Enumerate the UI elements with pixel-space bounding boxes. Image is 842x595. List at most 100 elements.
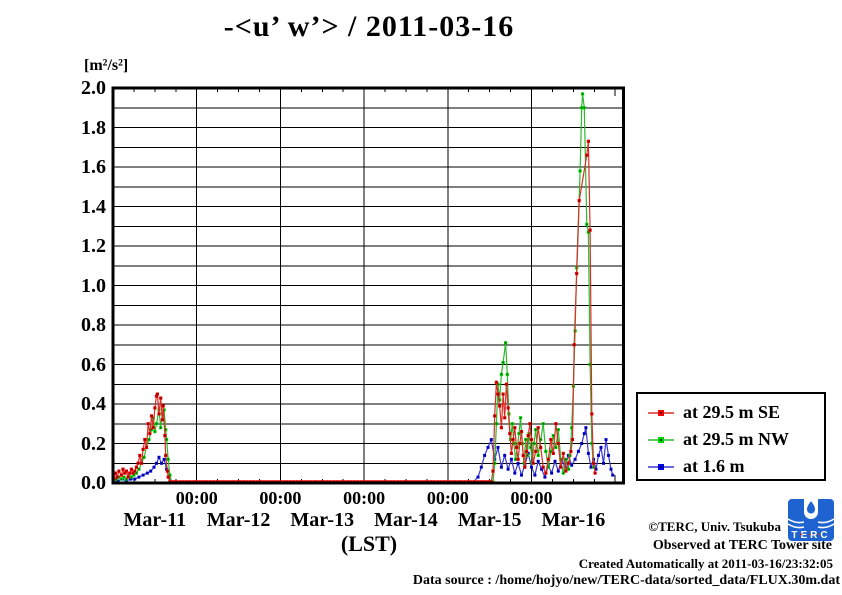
data-point-dot — [135, 466, 138, 468]
data-point-dot — [148, 438, 150, 441]
data-point-dot — [552, 434, 554, 437]
data-point-dot — [555, 446, 557, 449]
data-point-dot — [511, 423, 513, 425]
data-point-dot — [571, 464, 573, 466]
data-point-dot — [490, 438, 492, 441]
data-point-dot — [163, 458, 165, 460]
data-point-dot — [497, 446, 499, 449]
data-point-dot — [542, 423, 544, 425]
data-point-dot — [592, 466, 595, 468]
data-point-dot — [494, 462, 496, 464]
data-point-dot — [509, 432, 511, 435]
data-point-dot — [504, 342, 507, 344]
data-point-dot — [499, 405, 501, 407]
data-point-dot — [547, 458, 549, 460]
data-point-dot — [154, 407, 156, 409]
data-point-dot — [530, 446, 532, 449]
data-point-dot — [589, 363, 591, 366]
data-point-dot — [120, 478, 123, 480]
data-point-dot — [129, 472, 131, 474]
data-point-dot — [130, 476, 133, 478]
data-point-dot — [557, 470, 559, 472]
data-point-dot — [125, 470, 128, 472]
legend-marker-icon — [648, 463, 674, 470]
data-point-dot — [506, 373, 508, 376]
data-point-dot — [147, 423, 149, 425]
data-point-dot — [144, 438, 146, 441]
data-point-dot — [550, 450, 552, 453]
legend-box: at 29.5 m SE at 29.5 m NW at 1.6 m — [636, 392, 826, 481]
data-point-dot — [530, 438, 533, 441]
data-point-dot — [134, 478, 136, 480]
data-point-dot — [165, 454, 167, 457]
data-point-dot — [480, 466, 482, 468]
data-point-dot — [497, 393, 499, 395]
data-point-dot — [587, 231, 590, 233]
data-point-dot — [152, 417, 154, 419]
data-point-dot — [567, 462, 570, 464]
data-point-dot — [525, 438, 527, 441]
data-point-dot — [525, 450, 528, 453]
data-point-dot — [135, 472, 138, 474]
data-point-dot — [153, 466, 155, 468]
data-point-dot — [577, 450, 580, 453]
data-point-dot — [138, 476, 140, 478]
data-point-dot — [518, 432, 520, 435]
terc-logo: TERC — [787, 499, 835, 541]
data-point-dot — [483, 454, 486, 457]
data-point-dot — [519, 442, 521, 445]
data-point-dot — [160, 462, 163, 464]
data-point-dot — [150, 415, 153, 417]
data-point-dot — [138, 468, 140, 470]
data-point-dot — [507, 468, 509, 470]
data-point-dot — [132, 472, 134, 474]
data-point-dot — [540, 468, 543, 470]
legend-item: at 29.5 m NW — [646, 426, 824, 453]
data-point-dot — [117, 480, 119, 482]
data-point-dot — [133, 474, 135, 476]
data-point-dot — [540, 438, 542, 441]
data-point-dot — [602, 462, 605, 464]
data-point-dot — [163, 409, 165, 411]
data-point-dot — [155, 423, 158, 425]
legend-item: at 1.6 m — [646, 453, 824, 480]
data-point-dot — [510, 458, 513, 460]
plot-border — [111, 86, 626, 485]
legend-marker-icon — [648, 409, 674, 416]
data-point-dot — [116, 476, 118, 478]
data-point-dot — [497, 383, 499, 385]
data-point-dot — [124, 472, 126, 474]
data-point-dot — [495, 423, 498, 425]
chart-title: -<u’ w’> / 2011-03-16 — [223, 10, 515, 43]
data-point-dot — [514, 472, 516, 474]
data-point-dot — [510, 452, 513, 455]
data-point-dot — [581, 93, 584, 95]
data-point-dot — [161, 419, 164, 421]
data-point-dot — [504, 454, 506, 457]
data-point-dot — [545, 472, 547, 474]
credit-created-at: Created Automatically at 2011-03-16/23:3… — [578, 556, 833, 571]
data-point-dot — [520, 474, 523, 476]
data-point-dot — [152, 427, 154, 429]
data-point-dot — [130, 468, 133, 470]
data-point-dot — [581, 107, 583, 109]
legend-label: at 1.6 m — [683, 456, 745, 476]
data-point-dot — [560, 466, 562, 468]
data-point-dot — [534, 474, 536, 476]
data-point-dot — [143, 456, 145, 458]
data-point-dot — [158, 413, 160, 415]
credit-data-source: Data source : /home/hojyo/new/TERC-data/… — [412, 573, 840, 588]
data-point-dot — [123, 476, 125, 478]
data-point-dot — [146, 472, 148, 474]
data-point-dot — [594, 472, 596, 474]
data-point-dot — [514, 458, 517, 460]
data-point-dot — [499, 399, 501, 401]
data-point-dot — [565, 458, 567, 460]
data-point-dot — [167, 476, 169, 478]
data-point-dot — [155, 462, 158, 464]
data-point-dot — [587, 452, 590, 455]
data-point-dot — [155, 395, 158, 397]
data-point-dot — [137, 462, 139, 464]
